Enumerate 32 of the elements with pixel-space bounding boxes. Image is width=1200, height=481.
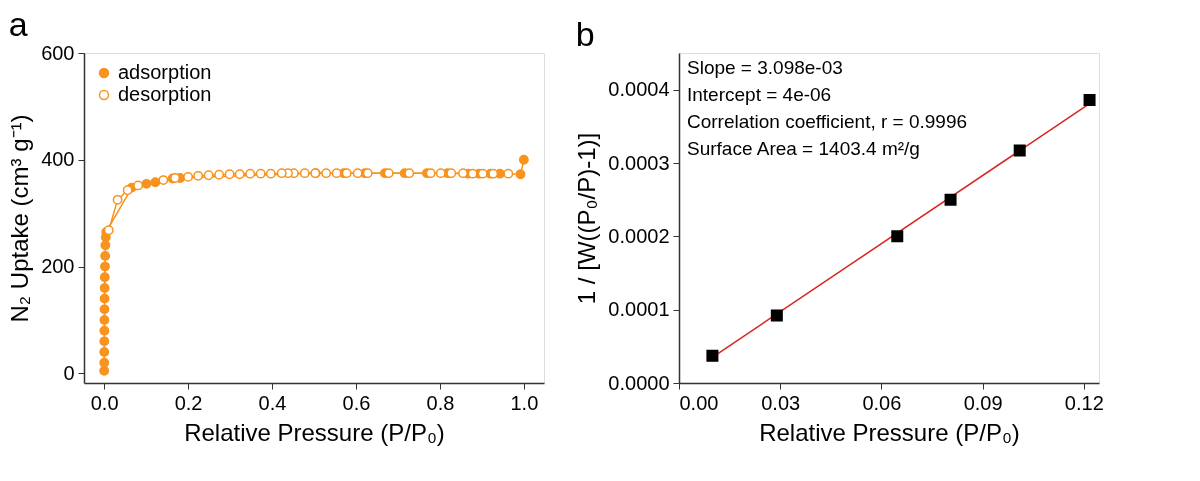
annotation: Slope = 3.098e-03 — [687, 57, 843, 78]
x-tick-label: 0.4 — [258, 391, 287, 414]
annotation: Surface Area = 1403.4 m²/g — [687, 138, 920, 159]
y-axis-title: 1 / [W((P₀/P)-1)] — [573, 132, 601, 305]
y-tick-label: 0 — [63, 361, 75, 384]
x-tick-label: 0.0 — [90, 391, 119, 414]
x-tick-label: 0.12 — [1064, 391, 1104, 414]
y-tick-label: 600 — [41, 41, 75, 64]
y-tick-label: 400 — [41, 148, 75, 171]
x-tick-label: 0.6 — [342, 391, 371, 414]
legend-label: adsorption — [118, 61, 212, 83]
annotation: Intercept = 4e-06 — [687, 84, 832, 105]
y-tick-label: 0.0001 — [608, 298, 670, 321]
y-tick-label: 0.0000 — [608, 371, 670, 394]
x-axis-title: Relative Pressure (P/P₀) — [759, 418, 1020, 446]
y-tick-label: 0.0004 — [608, 78, 670, 101]
y-tick-label: 200 — [41, 255, 75, 278]
chart-title: b — [575, 15, 595, 53]
x-tick-label: 0.2 — [174, 391, 203, 414]
annotation: Correlation coefficient, r = 0.9996 — [687, 111, 968, 132]
legend-label: desorption — [118, 83, 212, 105]
y-tick-label: 0.0002 — [608, 224, 670, 247]
x-tick-label: 1.0 — [510, 391, 539, 414]
x-tick-label: 0.03 — [761, 391, 801, 414]
y-tick-label: 0.0003 — [608, 151, 670, 174]
y-axis-title: N₂ Uptake (cm³ g⁻¹) — [6, 114, 34, 323]
x-tick-label: 0.09 — [963, 391, 1003, 414]
x-tick-label: 0.00 — [679, 391, 719, 414]
x-axis-title: Relative Pressure (P/P₀) — [184, 418, 445, 446]
x-tick-label: 0.8 — [426, 391, 455, 414]
x-tick-label: 0.06 — [862, 391, 902, 414]
chart-title: a — [8, 5, 28, 43]
